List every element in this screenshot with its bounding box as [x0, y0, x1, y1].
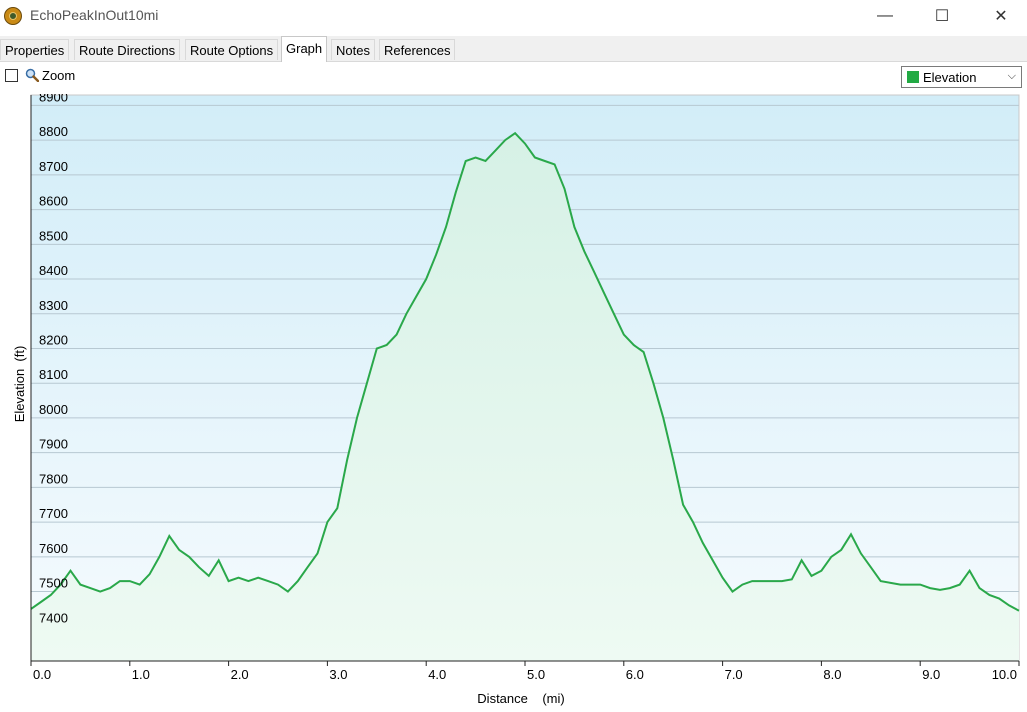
x-tick-label: 9.0	[922, 667, 940, 682]
y-tick-label: 8700	[39, 159, 68, 174]
y-tick-label: 8800	[39, 124, 68, 139]
series-color-swatch	[907, 71, 919, 83]
y-tick-label: 8300	[39, 298, 68, 313]
maximize-button[interactable]: ☐	[934, 8, 950, 25]
series-select-value: Elevation	[923, 70, 977, 85]
title-bar: EchoPeakInOut10mi — ☐ ✕	[0, 0, 1027, 32]
x-tick-label: 6.0	[626, 667, 644, 682]
series-select[interactable]: Elevation ⌵	[901, 66, 1022, 88]
tab-strip: Properties Route Directions Route Option…	[0, 36, 1027, 62]
y-tick-label: 8600	[39, 194, 68, 209]
elevation-chart: 7400 7500 7600 7700 7800 7900 8000 8100 8200 8300…	[12, 94, 1020, 706]
window-title: EchoPeakInOut10mi	[30, 7, 159, 23]
tab-graph[interactable]: Graph	[281, 36, 328, 62]
tab-properties[interactable]: Properties	[0, 39, 70, 60]
x-tick-label: 4.0	[428, 667, 446, 682]
tab-route-options[interactable]: Route Options	[185, 39, 279, 60]
y-tick-label: 8500	[39, 228, 68, 243]
y-tick-label: 7700	[39, 506, 68, 521]
y-tick-label: 8100	[39, 367, 68, 382]
x-tick-label: 8.0	[823, 667, 841, 682]
y-tick-label: 8000	[39, 402, 68, 417]
x-tick-label: 1.0	[132, 667, 150, 682]
y-tick-label: 8200	[39, 332, 68, 347]
zoom-label: Zoom	[42, 68, 76, 83]
x-tick-label: 3.0	[329, 667, 347, 682]
y-axis-title: Elevation (ft)	[12, 346, 27, 423]
y-tick-label: 7600	[39, 541, 68, 556]
tab-references[interactable]: References	[379, 39, 456, 60]
zoom-checkbox[interactable]	[5, 69, 18, 82]
y-tick-label: 7900	[39, 437, 68, 452]
y-tick-label: 8400	[39, 263, 68, 278]
y-tick-label: 7800	[39, 471, 68, 486]
chevron-down-icon: ⌵	[1007, 70, 1016, 82]
elevation-line	[30, 131, 1020, 612]
tab-route-directions[interactable]: Route Directions	[74, 39, 181, 60]
x-tick-label: 5.0	[527, 667, 545, 682]
elevation-area	[31, 133, 1019, 661]
app-logo-icon	[4, 7, 22, 25]
y-tick-label: 7400	[39, 610, 68, 625]
close-button[interactable]: ✕	[994, 8, 1008, 25]
minimize-button[interactable]: —	[877, 7, 893, 24]
x-tick-label: 2.0	[231, 667, 249, 682]
x-tick-label: 0.0	[33, 667, 51, 682]
magnifier-icon	[25, 68, 39, 82]
tab-notes[interactable]: Notes	[331, 39, 375, 60]
x-tick-label: 10.0	[992, 667, 1017, 682]
graph-toolbar	[0, 62, 1027, 94]
x-tick-label: 7.0	[725, 667, 743, 682]
y-tick-label: 8900	[39, 94, 68, 104]
x-axis-title: Distance (mi)	[477, 691, 564, 706]
y-tick-label: 7500	[39, 576, 68, 591]
